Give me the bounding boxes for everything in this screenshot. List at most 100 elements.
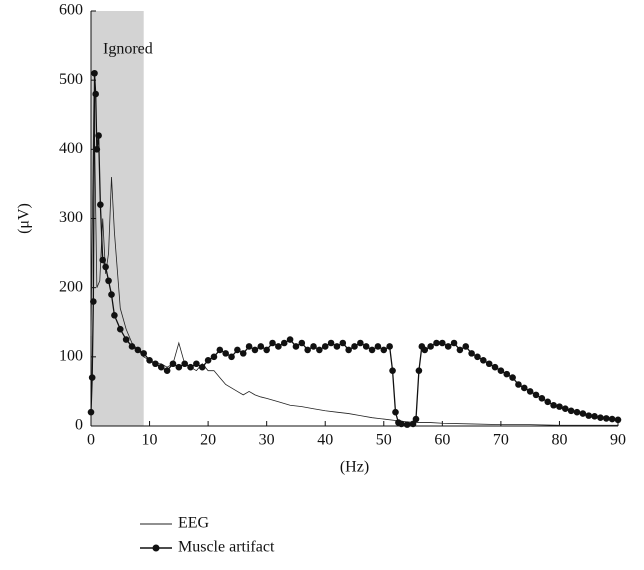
data-point bbox=[298, 339, 306, 347]
data-point bbox=[163, 367, 171, 374]
data-point bbox=[91, 69, 98, 77]
data-point bbox=[228, 353, 235, 361]
data-point bbox=[216, 346, 224, 354]
data-point bbox=[269, 339, 276, 347]
data-point bbox=[450, 339, 458, 347]
data-point bbox=[193, 360, 200, 368]
x-tick-label: 60 bbox=[434, 432, 450, 449]
data-point bbox=[579, 410, 587, 417]
data-point bbox=[187, 363, 194, 371]
data-point bbox=[169, 360, 177, 368]
annotation: Ignored bbox=[103, 41, 153, 58]
data-point bbox=[591, 413, 598, 420]
legend-marker bbox=[152, 544, 160, 552]
data-point bbox=[99, 256, 107, 264]
data-point bbox=[275, 343, 282, 350]
legend-label: Muscle artifact bbox=[178, 539, 275, 556]
data-point bbox=[503, 370, 511, 378]
data-point bbox=[116, 325, 124, 333]
x-tick-label: 20 bbox=[200, 432, 216, 449]
data-point bbox=[111, 312, 118, 319]
data-point bbox=[427, 343, 434, 350]
data-point bbox=[474, 353, 481, 361]
data-point bbox=[468, 350, 475, 357]
data-point bbox=[108, 291, 115, 298]
data-point bbox=[134, 346, 142, 354]
data-point bbox=[497, 367, 505, 374]
data-point bbox=[567, 407, 575, 415]
data-point bbox=[157, 363, 165, 371]
data-point bbox=[152, 360, 159, 368]
data-point bbox=[333, 343, 341, 350]
data-point bbox=[95, 132, 102, 139]
data-point bbox=[368, 346, 376, 354]
legend-label: EEG bbox=[178, 515, 210, 532]
data-point bbox=[90, 298, 97, 305]
data-point bbox=[444, 343, 452, 350]
data-point bbox=[357, 339, 364, 347]
data-point bbox=[456, 346, 464, 354]
data-point bbox=[521, 384, 528, 392]
data-point bbox=[433, 339, 440, 347]
data-point bbox=[462, 343, 470, 350]
data-point bbox=[105, 277, 112, 285]
data-point bbox=[93, 146, 101, 153]
data-point bbox=[392, 408, 399, 416]
data-point bbox=[362, 343, 370, 350]
y-tick-label: 0 bbox=[75, 417, 83, 434]
data-point bbox=[251, 346, 259, 354]
data-point bbox=[245, 343, 253, 350]
y-tick-label: 500 bbox=[59, 71, 83, 88]
y-tick-label: 200 bbox=[59, 278, 83, 295]
data-point bbox=[263, 346, 270, 354]
data-point bbox=[556, 403, 563, 410]
data-point bbox=[509, 374, 516, 381]
data-point bbox=[234, 346, 241, 354]
y-tick-label: 600 bbox=[59, 2, 83, 19]
data-point bbox=[550, 401, 557, 409]
data-point bbox=[140, 350, 147, 357]
data-point bbox=[175, 363, 183, 371]
x-tick-label: 70 bbox=[493, 432, 509, 449]
data-point bbox=[146, 356, 153, 364]
data-point bbox=[532, 391, 540, 399]
data-point bbox=[122, 336, 130, 343]
series-line bbox=[90, 93, 618, 426]
data-point bbox=[280, 339, 288, 347]
data-point bbox=[351, 343, 358, 350]
data-point bbox=[222, 350, 229, 357]
data-point bbox=[310, 343, 317, 350]
data-point bbox=[386, 343, 393, 350]
data-point bbox=[485, 360, 493, 368]
data-point bbox=[374, 343, 382, 350]
y-tick-label: 100 bbox=[59, 348, 83, 365]
x-axis-label: (Hz) bbox=[340, 459, 369, 476]
data-point bbox=[88, 374, 96, 381]
data-point bbox=[345, 346, 352, 354]
data-point bbox=[198, 363, 206, 371]
x-tick-label: 40 bbox=[317, 432, 333, 449]
data-point bbox=[544, 398, 552, 406]
data-point bbox=[210, 353, 218, 361]
data-point bbox=[409, 420, 417, 428]
x-tick-label: 0 bbox=[87, 432, 95, 449]
shaded-region bbox=[91, 11, 144, 426]
x-tick-label: 90 bbox=[610, 432, 626, 449]
data-point bbox=[286, 336, 294, 343]
data-point bbox=[398, 420, 405, 428]
data-point bbox=[573, 408, 581, 416]
data-point bbox=[128, 343, 136, 350]
data-point bbox=[87, 408, 95, 416]
data-point bbox=[380, 346, 388, 354]
data-point bbox=[538, 395, 546, 402]
data-point bbox=[204, 356, 212, 364]
data-point bbox=[403, 421, 411, 428]
x-tick-label: 10 bbox=[142, 432, 158, 449]
data-point bbox=[292, 343, 300, 350]
data-point bbox=[412, 415, 420, 423]
data-point bbox=[304, 346, 311, 354]
data-point bbox=[327, 339, 335, 347]
data-point bbox=[585, 412, 593, 419]
x-tick-label: 80 bbox=[551, 432, 567, 449]
